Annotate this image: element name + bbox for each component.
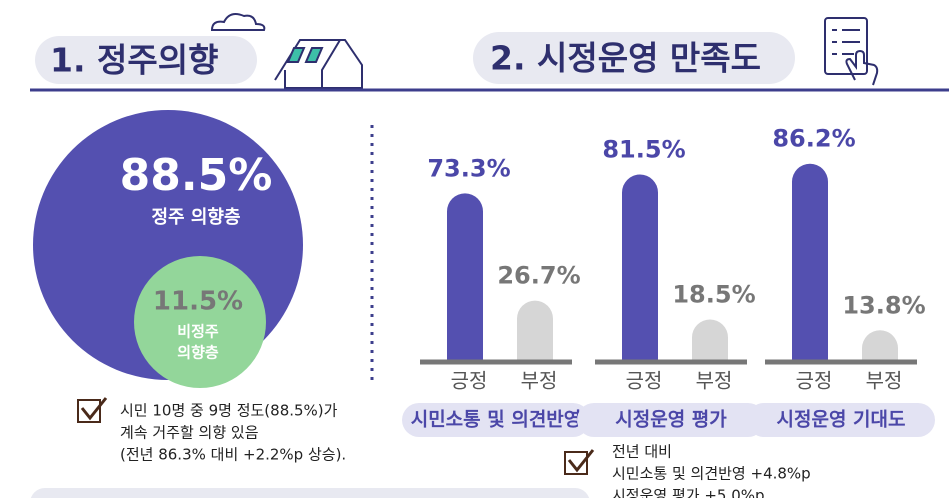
house-icon bbox=[210, 13, 363, 89]
value-label: 26.7% bbox=[497, 262, 580, 290]
title-pill bbox=[577, 403, 765, 437]
value-label: 73.3% bbox=[427, 154, 510, 182]
value: 11.5% bbox=[153, 287, 243, 317]
bar bbox=[692, 319, 728, 362]
checkbox bbox=[77, 397, 108, 423]
chart-title: 시정운영 기대도 bbox=[777, 409, 906, 431]
note: 시정운영 평가 +5.0%p bbox=[612, 487, 765, 498]
bar bbox=[517, 300, 553, 362]
value-label: 81.5% bbox=[602, 136, 685, 164]
label: 정주 의향층 bbox=[151, 207, 240, 228]
value-label: 86.2% bbox=[772, 125, 855, 153]
checkbox bbox=[564, 449, 595, 475]
note: 전년 대비 bbox=[612, 443, 672, 461]
value-label: 13.8% bbox=[842, 291, 925, 319]
value: 88.5% bbox=[120, 150, 273, 201]
note: 시민소통 및 의견반영 +4.8%p bbox=[612, 465, 811, 483]
category-label: 긍정 bbox=[796, 369, 833, 393]
category-label: 긍정 bbox=[451, 369, 488, 393]
note: (전년 86.3% 대비 +2.2%p 상승). bbox=[120, 446, 346, 464]
category-label: 부정 bbox=[696, 369, 733, 393]
category-label: 부정 bbox=[866, 369, 903, 393]
survey-icon bbox=[824, 17, 879, 86]
value-label: 18.5% bbox=[672, 280, 755, 308]
next-header-pill bbox=[30, 488, 590, 498]
label: 의향층 bbox=[177, 344, 219, 362]
header-pill bbox=[35, 36, 257, 84]
label: 비정주 bbox=[177, 323, 219, 341]
bar bbox=[447, 193, 483, 362]
note: 시민 10명 중 9명 정도(88.5%)가 bbox=[120, 402, 338, 420]
header: 1. 정주의향 bbox=[50, 41, 218, 80]
header: 2. 시정운영 만족도 bbox=[490, 39, 761, 78]
bar bbox=[622, 174, 658, 362]
title-pill bbox=[402, 403, 590, 437]
category-label: 긍정 bbox=[626, 369, 663, 393]
bar bbox=[862, 330, 898, 362]
header-pill bbox=[473, 32, 795, 84]
category-label: 부정 bbox=[521, 369, 558, 393]
note: 계속 거주할 의향 있음 bbox=[120, 424, 259, 442]
bar bbox=[792, 163, 828, 362]
chart-title: 시정운영 평가 bbox=[615, 409, 727, 431]
chart-title: 시민소통 및 의견반영 bbox=[411, 409, 582, 431]
minor-circle bbox=[134, 256, 266, 388]
title-pill bbox=[747, 403, 935, 437]
